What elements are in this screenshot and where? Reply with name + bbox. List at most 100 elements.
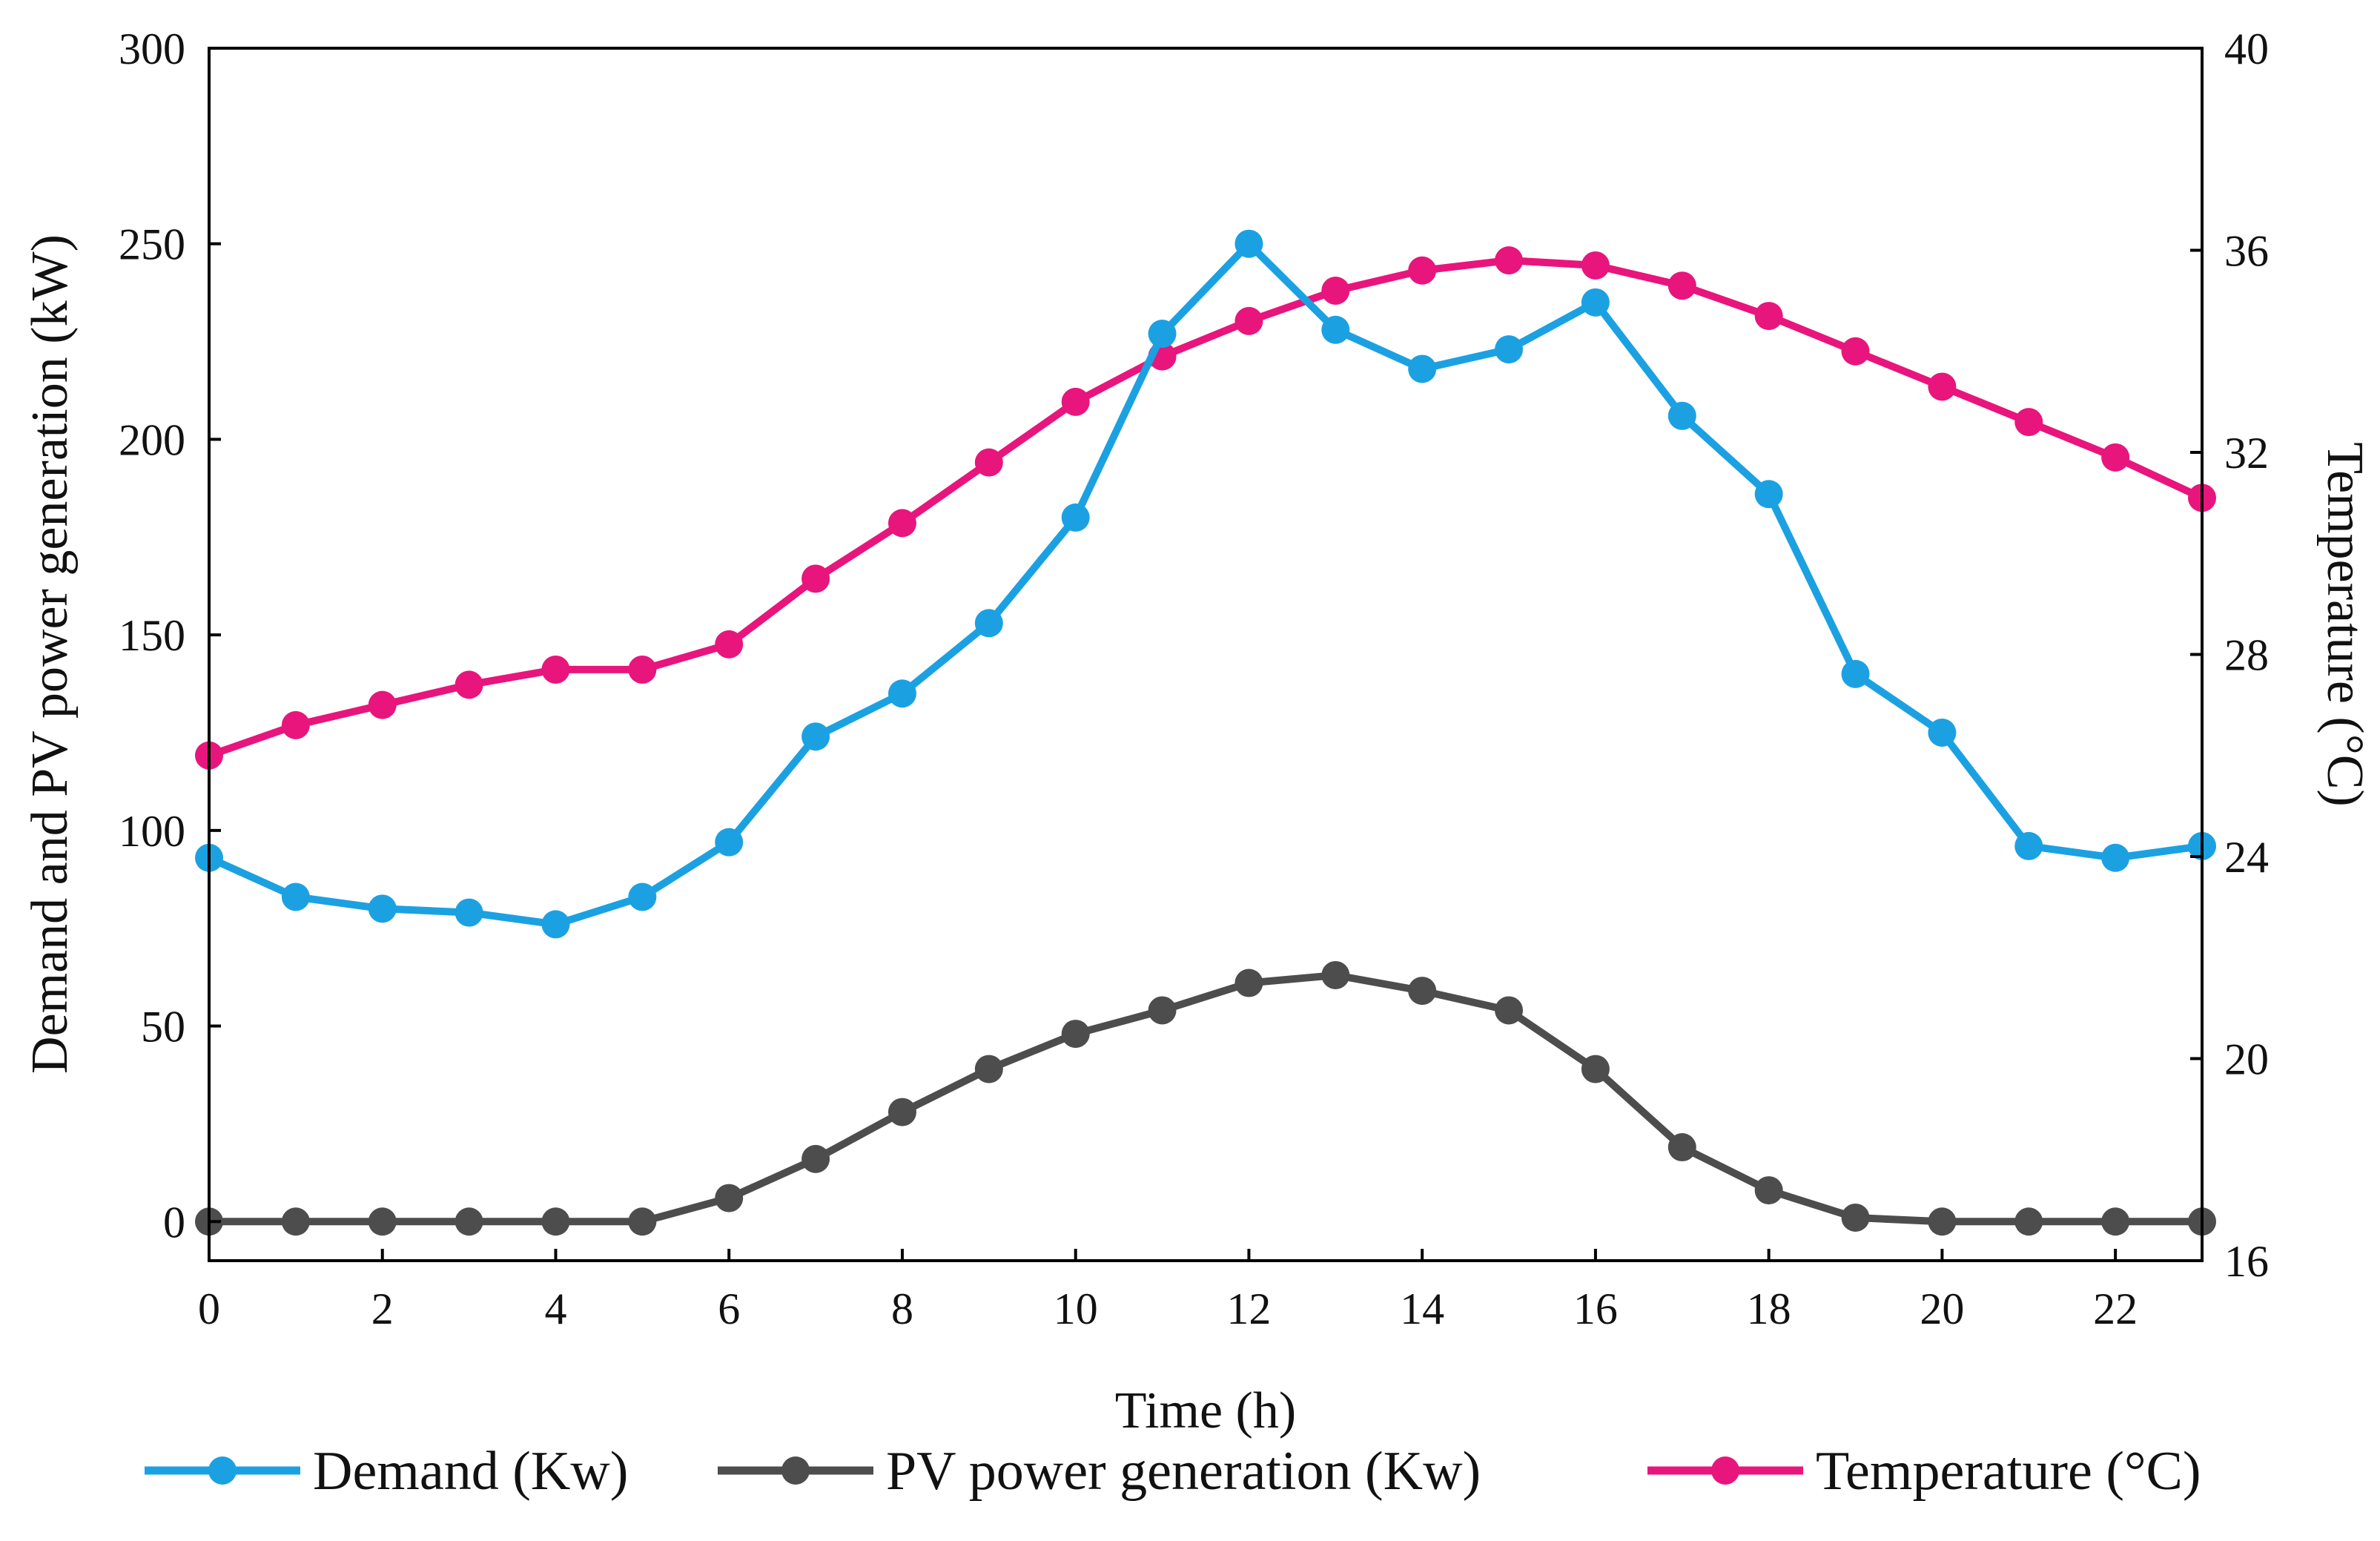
x-tick-label: 8 [891, 1284, 913, 1333]
data-point-pv [2014, 1207, 2043, 1236]
x-tick-label: 4 [544, 1284, 566, 1333]
series-line-pv [205, 971, 2206, 1226]
data-point-temperature [1754, 302, 1783, 331]
data-point-temperature [1667, 271, 1696, 300]
data-point-temperature [1061, 387, 1090, 416]
data-point-demand [715, 828, 744, 857]
data-point-temperature [1495, 246, 1524, 275]
data-point-pv [1754, 1176, 1783, 1205]
legend-label-demand: Demand (Kw) [313, 1441, 628, 1502]
data-point-temperature [1928, 372, 1957, 401]
data-point-demand [1495, 335, 1524, 364]
data-point-temperature [454, 670, 483, 699]
data-point-demand [1234, 229, 1263, 258]
legend-marker-pv [781, 1456, 810, 1485]
legend-marker-temperature [1711, 1456, 1739, 1485]
x-tick-label: 18 [1747, 1284, 1791, 1333]
data-point-demand [887, 679, 916, 708]
data-point-temperature [628, 655, 657, 684]
data-point-temperature [2014, 408, 2043, 437]
legend-marker-demand [208, 1456, 237, 1485]
y2-tick-label: 16 [2224, 1237, 2269, 1286]
data-point-demand [628, 882, 657, 911]
data-point-temperature [1321, 277, 1350, 305]
data-point-temperature [1234, 306, 1263, 335]
data-point-demand [974, 609, 1003, 638]
data-point-temperature [281, 710, 310, 739]
data-point-demand [1754, 480, 1783, 509]
data-point-demand [1667, 401, 1696, 430]
legend-label-pv: PV power generation (Kw) [886, 1441, 1481, 1502]
x-tick-label: 2 [371, 1284, 394, 1333]
y2-tick-label: 40 [2224, 24, 2269, 73]
data-point-demand [2101, 843, 2130, 872]
data-point-pv [1667, 1133, 1696, 1162]
y2-axis-title: Temperature (°C) [2316, 442, 2373, 806]
data-point-temperature [974, 448, 1003, 477]
x-tick-label: 20 [1920, 1284, 1964, 1333]
data-point-pv [715, 1184, 744, 1212]
data-point-demand [801, 722, 830, 751]
data-point-temperature [1408, 256, 1437, 285]
series-pv [195, 960, 2216, 1236]
data-point-pv [1581, 1055, 1610, 1083]
y-tick-label: 200 [119, 415, 185, 464]
series-layer [195, 229, 2216, 1236]
legend-label-temperature: Temperature (°C) [1816, 1441, 2201, 1502]
x-tick-label: 22 [2093, 1284, 2138, 1333]
data-point-temperature [541, 655, 570, 684]
y2-tick-label: 36 [2224, 227, 2269, 276]
y-tick-label: 250 [119, 220, 185, 269]
y-tick-label: 100 [119, 807, 185, 856]
series-line-temperature [205, 257, 2206, 759]
data-point-demand [1321, 315, 1350, 344]
x-tick-label: 10 [1054, 1284, 1098, 1333]
data-point-temperature [1841, 337, 1870, 366]
series-demand [195, 229, 2216, 939]
y-tick-label: 300 [119, 24, 185, 73]
data-point-pv [1841, 1203, 1870, 1232]
y2-tick-label: 32 [2224, 429, 2269, 478]
legend-item-temperature: Temperature (°C) [1647, 1441, 2201, 1502]
data-point-pv [1321, 960, 1350, 989]
series-temperature [195, 246, 2216, 770]
data-point-demand [454, 898, 483, 927]
data-point-demand [1148, 320, 1177, 349]
data-point-pv [1495, 996, 1524, 1025]
data-point-pv [454, 1207, 483, 1236]
x-tick-label: 6 [718, 1284, 740, 1333]
x-tick-label: 0 [198, 1284, 220, 1333]
data-point-temperature [715, 630, 744, 659]
data-point-demand [281, 882, 310, 911]
data-point-demand [541, 910, 570, 939]
data-point-pv [1061, 1020, 1090, 1049]
legend: Demand (Kw) PV power generation (Kw) Tem… [145, 1441, 2201, 1502]
data-point-pv [541, 1207, 570, 1236]
y-tick-label: 50 [141, 1003, 185, 1052]
data-point-pv [1148, 996, 1177, 1025]
data-point-pv [801, 1144, 830, 1173]
data-point-pv [1928, 1207, 1957, 1236]
data-point-pv [887, 1098, 916, 1126]
data-point-demand [1841, 659, 1870, 688]
y2-tick-label: 24 [2224, 833, 2269, 882]
data-point-pv [281, 1207, 310, 1236]
data-point-demand [1408, 354, 1437, 383]
y-tick-label: 0 [163, 1198, 185, 1247]
data-point-temperature [368, 690, 397, 719]
y-tick-label: 150 [119, 611, 185, 660]
axes-layer: 0 2 4 6 8 10 12 14 16 18 20 22050100150200250300162… [119, 24, 2269, 1333]
x-tick-label: 16 [1573, 1284, 1618, 1333]
data-point-pv [628, 1207, 657, 1236]
series-line-demand [205, 240, 2206, 928]
data-point-pv [1234, 969, 1263, 997]
data-point-temperature [2101, 443, 2130, 472]
y-axis-title: Demand and PV power generation (kW) [22, 234, 79, 1074]
data-point-demand [1928, 718, 1957, 747]
data-point-temperature [1581, 251, 1610, 280]
y2-tick-label: 20 [2224, 1035, 2269, 1084]
data-point-demand [368, 894, 397, 923]
x-axis-title: Time (h) [1115, 1382, 1296, 1439]
data-point-pv [2101, 1207, 2130, 1236]
